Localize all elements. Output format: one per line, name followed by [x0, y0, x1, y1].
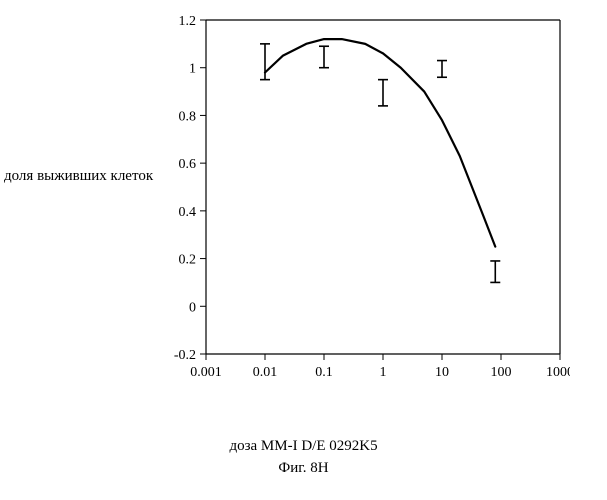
chart: -0.2 0 0.2 0.4 0.6 0.8 1 1.2 0.001 0.01 0.1 1 10 100 1…	[160, 10, 570, 395]
svg-text:1.2: 1.2	[179, 14, 197, 29]
svg-text:1: 1	[380, 365, 387, 380]
svg-text:0.1: 0.1	[315, 365, 333, 380]
x-axis-label: доза MM-I D/E 0292K5	[0, 438, 607, 455]
figure-caption: Фиг. 8H	[0, 460, 607, 477]
y-axis-label: доля выживших клеток	[4, 168, 153, 185]
svg-text:0.2: 0.2	[179, 253, 197, 268]
svg-text:0.001: 0.001	[190, 365, 222, 380]
chart-svg: -0.2 0 0.2 0.4 0.6 0.8 1 1.2 0.001 0.01 0.1 1 10 100 1…	[160, 10, 570, 390]
svg-text:0.4: 0.4	[179, 205, 197, 220]
svg-text:0.8: 0.8	[179, 109, 197, 124]
svg-text:100: 100	[491, 365, 512, 380]
svg-text:0: 0	[189, 300, 196, 315]
svg-text:1000: 1000	[546, 365, 570, 380]
svg-text:10: 10	[435, 365, 449, 380]
svg-text:0.01: 0.01	[253, 365, 278, 380]
svg-text:1: 1	[189, 62, 196, 77]
svg-text:-0.2: -0.2	[174, 348, 196, 363]
svg-text:0.6: 0.6	[179, 157, 197, 172]
